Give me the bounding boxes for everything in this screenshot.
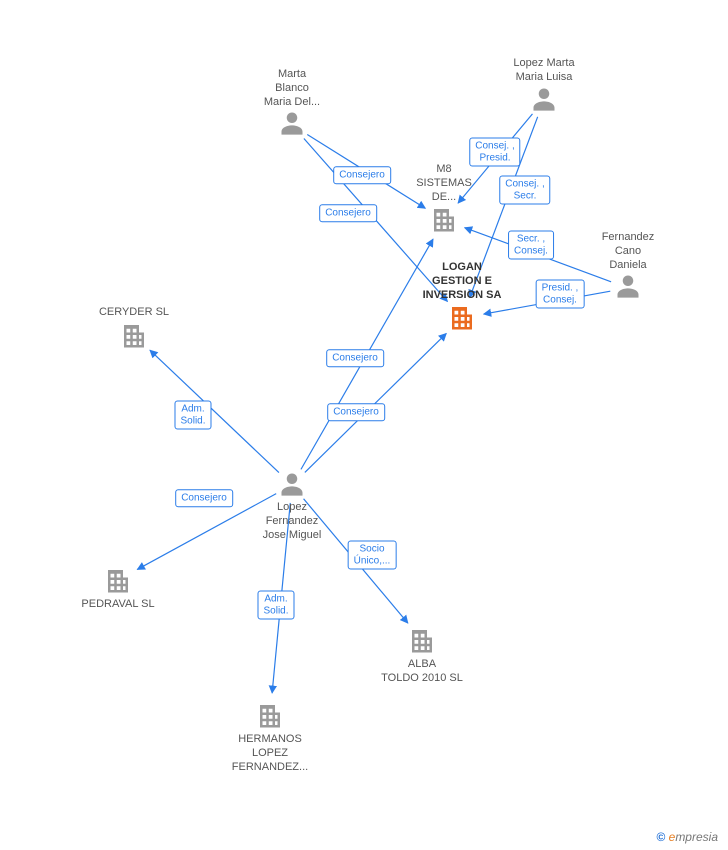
- node-lopez_fernandez[interactable]: LopezFernandezJose Miguel: [237, 470, 347, 542]
- copyright-symbol: ©: [656, 830, 665, 844]
- edge-label: Consejero: [327, 403, 385, 421]
- person-icon: [614, 272, 642, 300]
- building-icon: [407, 625, 437, 655]
- node-pedraval[interactable]: PEDRAVAL SL: [63, 565, 173, 612]
- node-label: Lopez MartaMaria Luisa: [489, 57, 599, 85]
- edge-label: Consej. ,Secr.: [499, 176, 550, 205]
- node-label: M8SISTEMASDE...: [389, 163, 499, 204]
- node-m8_sistemas[interactable]: M8SISTEMASDE...: [389, 160, 499, 234]
- building-icon: [119, 320, 149, 350]
- edge-label: Presid. ,Consej.: [536, 280, 585, 309]
- person-icon: [278, 470, 306, 498]
- edges-layer: [0, 0, 728, 850]
- edge-label: Consejero: [175, 489, 233, 507]
- node-ceryder[interactable]: CERYDER SL: [79, 303, 189, 350]
- building-icon: [429, 204, 459, 234]
- edge-label: Consej. ,Presid.: [469, 138, 520, 167]
- building-icon: [447, 302, 477, 332]
- edge-line: [150, 350, 279, 472]
- footer-branding: © empresia: [656, 830, 718, 844]
- edge-label: Adm.Solid.: [174, 401, 211, 430]
- node-label: FernandezCanoDaniela: [573, 231, 683, 272]
- building-icon: [103, 565, 133, 595]
- node-label: LOGANGESTION EINVERSION SA: [407, 261, 517, 302]
- node-logan[interactable]: LOGANGESTION EINVERSION SA: [407, 258, 517, 332]
- person-icon: [530, 85, 558, 113]
- diagram-canvas: MartaBlancoMaria Del... Lopez MartaMaria …: [0, 0, 728, 850]
- node-lopez_marta[interactable]: Lopez MartaMaria Luisa: [489, 54, 599, 113]
- edge-label: Consejero: [319, 204, 377, 222]
- edge-label: Consejero: [333, 166, 391, 184]
- node-alba[interactable]: ALBATOLDO 2010 SL: [367, 625, 477, 686]
- edge-label: Secr. ,Consej.: [508, 231, 554, 260]
- person-icon: [278, 109, 306, 137]
- node-label: ALBATOLDO 2010 SL: [367, 658, 477, 686]
- node-fernandez_cano[interactable]: FernandezCanoDaniela: [573, 228, 683, 300]
- node-label: CERYDER SL: [79, 306, 189, 320]
- edge-label: Consejero: [326, 349, 384, 367]
- building-icon: [255, 700, 285, 730]
- node-label: LopezFernandezJose Miguel: [237, 501, 347, 542]
- node-label: MartaBlancoMaria Del...: [237, 68, 347, 109]
- node-hermanos[interactable]: HERMANOSLOPEZFERNANDEZ...: [215, 700, 325, 774]
- edge-label: Adm.Solid.: [257, 591, 294, 620]
- node-label: PEDRAVAL SL: [63, 598, 173, 612]
- node-marta_blanco[interactable]: MartaBlancoMaria Del...: [237, 65, 347, 137]
- edge-label: SocioÚnico,...: [348, 541, 397, 570]
- brand-name: empresia: [669, 830, 718, 844]
- node-label: HERMANOSLOPEZFERNANDEZ...: [215, 733, 325, 774]
